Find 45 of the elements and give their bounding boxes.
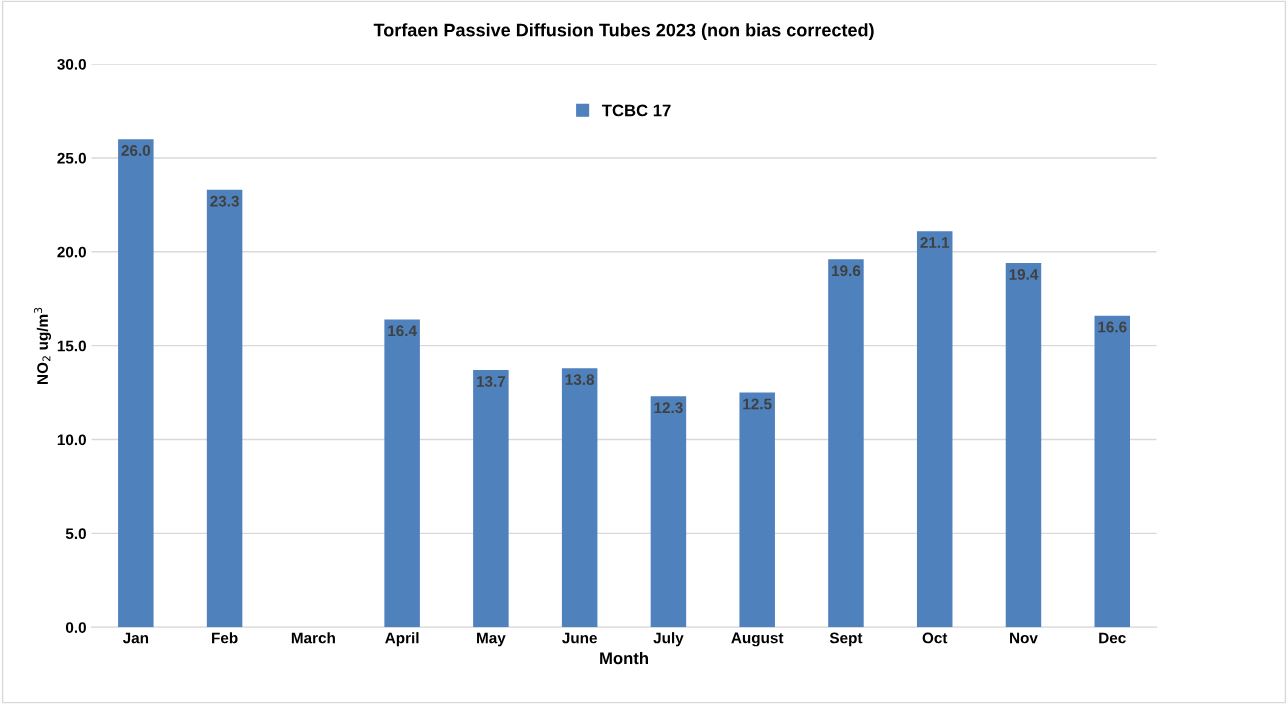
y-tick-label: 30.0 bbox=[57, 58, 86, 70]
x-tick-label: Nov bbox=[1010, 632, 1038, 644]
bar bbox=[1094, 315, 1130, 628]
bar bbox=[384, 319, 420, 628]
bar bbox=[206, 189, 243, 628]
x-tick-label: March bbox=[291, 632, 335, 644]
x-tick-label: Jan bbox=[122, 632, 149, 644]
legend-label: TCBC 17 bbox=[602, 104, 671, 117]
bar bbox=[916, 231, 953, 628]
x-tick-label: Dec bbox=[1099, 632, 1126, 644]
bar bbox=[739, 392, 775, 628]
x-tick-label: Sept bbox=[829, 632, 863, 647]
y-tick-label: 10.0 bbox=[57, 434, 86, 446]
x-tick-label: April bbox=[385, 632, 419, 647]
data-label: 12.3 bbox=[654, 402, 683, 414]
data-label: 23.3 bbox=[210, 195, 239, 207]
y-tick-label: 20.0 bbox=[57, 246, 86, 258]
data-label: 16.4 bbox=[388, 325, 417, 337]
bar bbox=[118, 139, 154, 628]
x-tick-label: August bbox=[731, 632, 784, 647]
x-tick-label: Feb bbox=[212, 632, 238, 644]
y-tick-label: 15.0 bbox=[57, 340, 86, 352]
bar bbox=[473, 370, 509, 628]
data-label: 13.8 bbox=[565, 374, 595, 385]
y-tick-label: 5.0 bbox=[65, 528, 86, 540]
x-tick-label: May bbox=[477, 632, 506, 647]
bar bbox=[1005, 263, 1042, 628]
y-tick-label: 0.0 bbox=[65, 622, 86, 633]
x-axis-title: Month bbox=[600, 651, 648, 665]
data-label: 19.6 bbox=[832, 265, 861, 277]
x-tick-label: June bbox=[562, 632, 597, 644]
data-label: 26.0 bbox=[121, 145, 151, 156]
y-tick-label: 25.0 bbox=[57, 152, 86, 164]
data-label: 19.4 bbox=[1009, 269, 1039, 280]
data-label: 16.6 bbox=[1098, 321, 1127, 333]
data-label: 13.7 bbox=[476, 376, 506, 387]
data-label: 21.1 bbox=[920, 237, 950, 248]
data-label: 12.5 bbox=[743, 398, 772, 410]
y-axis-title: NO$_{2}$ ug/m$^{3}$ bbox=[34, 307, 52, 384]
x-tick-label: Oct bbox=[922, 632, 948, 644]
bar bbox=[650, 396, 687, 628]
chart-title: Torfaen Passive Diffusion Tubes 2023 (non bias corrected) bbox=[373, 23, 874, 41]
x-tick-label: July bbox=[653, 632, 684, 647]
bar bbox=[828, 259, 864, 628]
bar bbox=[561, 368, 598, 628]
